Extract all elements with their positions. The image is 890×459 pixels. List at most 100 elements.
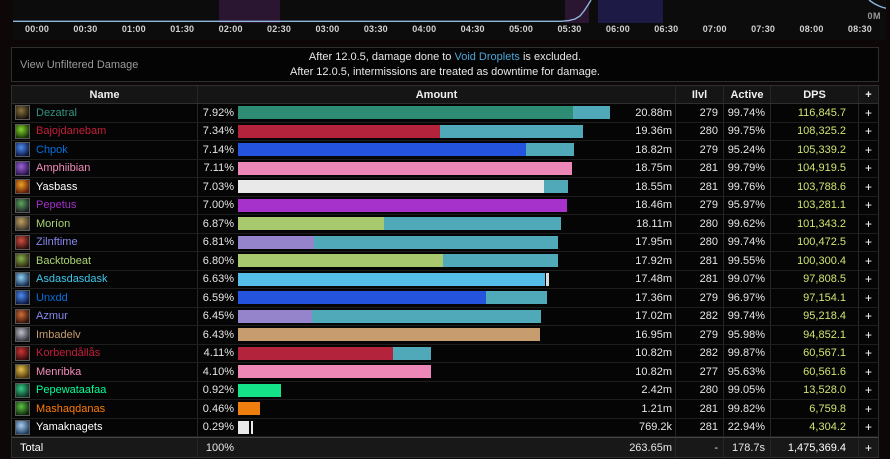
table-row[interactable]: Chpok 7.14% 18.82m 279 95.24% 105,339.2 … <box>12 141 878 160</box>
damage-bar-track <box>238 198 610 212</box>
expand-row-button[interactable]: + <box>858 141 878 159</box>
player-name-link[interactable]: Imbadelv <box>36 328 81 341</box>
damage-bar-track <box>238 272 610 286</box>
bar-segment <box>250 420 253 434</box>
player-name-link[interactable]: Unxdd <box>36 291 68 304</box>
class-spec-icon <box>15 105 30 121</box>
player-name-link[interactable]: Bajojdanebam <box>36 125 107 138</box>
table-row[interactable]: Pepewataafaa 0.92% 2.42m 280 99.05% 13,5… <box>12 381 878 400</box>
player-name-link[interactable]: Pepewataafaa <box>36 384 107 397</box>
damage-amount: 18.75m <box>635 162 672 175</box>
player-name-link[interactable]: Menribka <box>36 365 82 378</box>
bar-segment <box>238 383 282 397</box>
table-row[interactable]: Unxdd 6.59% 17.36m 279 96.97% 97,154.1 + <box>12 289 878 308</box>
header-name[interactable]: Name <box>89 88 120 101</box>
damage-bar-track <box>238 254 610 268</box>
active-percent: 99.07% <box>723 270 770 288</box>
damage-bar-track <box>238 143 610 157</box>
expand-row-button[interactable]: + <box>858 104 878 122</box>
player-name-link[interactable]: Chpok <box>36 143 68 156</box>
expand-row-button[interactable]: + <box>858 252 878 270</box>
expand-row-button[interactable]: + <box>858 233 878 251</box>
player-name-link[interactable]: Zilnftime <box>36 236 78 249</box>
damage-percent: 0.92% <box>202 384 234 397</box>
damage-timeline-chart: 0M 00:00 00:30 01:00 01:30 02:00 02:30 03:00 03… <box>13 0 886 40</box>
table-row[interactable]: Imbadelv 6.43% 16.95m 279 95.98% 94,852.… <box>12 326 878 345</box>
table-row[interactable]: Moríon 6.87% 18.11m 280 99.62% 101,343.2… <box>12 215 878 234</box>
expand-row-button[interactable]: + <box>858 400 878 418</box>
expand-row-button[interactable]: + <box>858 178 878 196</box>
name-cell: Mashaqdanas <box>12 400 197 418</box>
bar-segment <box>238 124 440 138</box>
table-row[interactable]: Korbendållås 4.11% 10.82m 282 99.87% 60,… <box>12 344 878 363</box>
dps-value: 101,343.2 <box>770 215 858 233</box>
expand-row-button[interactable]: + <box>858 196 878 214</box>
table-row[interactable]: Dezatral 7.92% 20.88m 279 99.74% 116,845… <box>12 104 878 123</box>
damage-amount: 17.95m <box>635 236 672 249</box>
table-row[interactable]: Amphiibian 7.11% 18.75m 281 99.79% 104,9… <box>12 159 878 178</box>
active-percent: 96.97% <box>723 289 770 307</box>
active-percent: 99.74% <box>723 307 770 325</box>
bar-segment <box>238 143 526 157</box>
damage-bar-track <box>238 291 610 305</box>
timeline-plot[interactable]: 0M <box>13 0 886 23</box>
damage-bar <box>238 346 432 360</box>
header-dps[interactable]: DPS <box>770 86 858 103</box>
expand-row-button[interactable]: + <box>858 381 878 399</box>
damage-percent: 7.34% <box>202 125 234 138</box>
table-row[interactable]: Asdasdasdask 6.63% 17.48m 281 99.07% 97,… <box>12 270 878 289</box>
table-row[interactable]: Yasbass 7.03% 18.55m 281 99.76% 103,788.… <box>12 178 878 197</box>
expand-row-button[interactable]: + <box>858 270 878 288</box>
player-name-link[interactable]: Korbendållås <box>36 347 101 360</box>
active-percent: 95.97% <box>723 196 770 214</box>
player-name-link[interactable]: Mashaqdanas <box>36 402 106 415</box>
player-name-link[interactable]: Moríon <box>36 217 71 230</box>
table-row[interactable]: Azmur 6.45% 17.02m 282 99.74% 95,218.4 + <box>12 307 878 326</box>
expand-row-button[interactable]: + <box>858 122 878 140</box>
player-name-link[interactable]: Dezatral <box>36 106 77 119</box>
player-name-link[interactable]: Backtobeat <box>36 254 92 267</box>
name-cell: Pepetus <box>12 197 197 215</box>
expand-row-button[interactable]: + <box>858 363 878 381</box>
total-amount-cell: 100% 263.65m <box>197 438 675 457</box>
player-name-link[interactable]: Azmur <box>36 310 68 323</box>
expand-row-button[interactable]: + <box>858 159 878 177</box>
view-unfiltered-damage-link[interactable]: View Unfiltered Damage <box>20 58 139 71</box>
table-row[interactable]: Pepetus 7.00% 18.46m 279 95.97% 103,281.… <box>12 196 878 215</box>
expand-row-button[interactable]: + <box>858 326 878 344</box>
table-row[interactable]: Zilnftime 6.81% 17.95m 280 99.74% 100,47… <box>12 233 878 252</box>
player-name-link[interactable]: Yamaknagets <box>36 421 103 434</box>
expand-row-button[interactable]: + <box>858 344 878 362</box>
notice-line1-prefix: After 12.0.5, damage done to <box>308 50 455 63</box>
ilvl-value: 279 <box>675 196 723 214</box>
class-spec-icon <box>15 179 30 195</box>
expand-row-button[interactable]: + <box>858 418 878 436</box>
void-droplets-link[interactable]: Void Droplets <box>454 50 520 63</box>
table-row[interactable]: Mashaqdanas 0.46% 1.21m 281 99.82% 6,759… <box>12 400 878 419</box>
expand-row-button[interactable]: + <box>858 289 878 307</box>
expand-row-button[interactable]: + <box>858 307 878 325</box>
header-amount[interactable]: Amount <box>197 86 675 103</box>
name-cell: Bajojdanebam <box>12 123 197 141</box>
time-tick-label: 04:30 <box>460 24 485 34</box>
player-name-link[interactable]: Asdasdasdask <box>36 273 108 286</box>
table-row[interactable]: Menribka 4.10% 10.82m 277 95.63% 60,561.… <box>12 363 878 382</box>
total-amount: 263.65m <box>629 441 672 454</box>
bar-segment <box>238 309 312 323</box>
expand-row-button[interactable]: + <box>858 215 878 233</box>
table-row[interactable]: Bajojdanebam 7.34% 19.36m 280 99.75% 108… <box>12 122 878 141</box>
player-name-link[interactable]: Pepetus <box>36 199 77 212</box>
header-active[interactable]: Active <box>723 86 770 103</box>
header-ilvl[interactable]: Ilvl <box>675 86 723 103</box>
damage-amount: 17.48m <box>635 273 672 286</box>
amount-cell: 4.10% 10.82m <box>197 363 675 381</box>
time-tick-label: 00:30 <box>73 24 98 34</box>
player-name-link[interactable]: Amphiibian <box>36 162 91 175</box>
total-expand-button[interactable]: + <box>858 438 878 457</box>
table-row[interactable]: Backtobeat 6.80% 17.92m 281 99.55% 100,3… <box>12 252 878 271</box>
bar-segment <box>525 143 574 157</box>
damage-percent: 6.80% <box>202 254 234 267</box>
damage-bar <box>238 106 610 120</box>
table-row[interactable]: Yamaknagets 0.29% 769.2k 281 22.94% 4,30… <box>12 418 878 437</box>
player-name-link[interactable]: Yasbass <box>36 180 78 193</box>
